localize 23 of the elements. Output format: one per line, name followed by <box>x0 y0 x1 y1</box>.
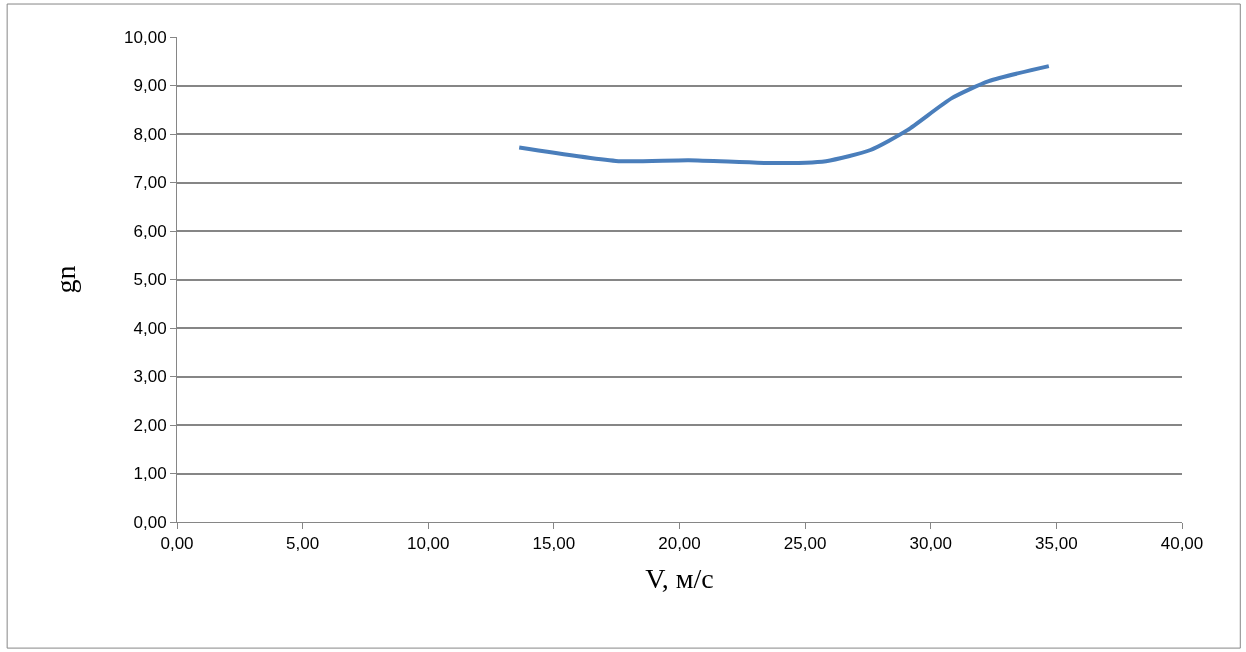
x-tick-label: 30,00 <box>909 534 953 554</box>
y-tick-label: 4,00 <box>133 318 167 338</box>
x-axis-title: V, м/с <box>645 562 714 594</box>
y-tick-label: 0,00 <box>133 512 167 532</box>
y-tick-label: 3,00 <box>133 367 167 387</box>
y-tick-label: 6,00 <box>133 221 167 241</box>
x-tick-label: 5,00 <box>286 534 320 554</box>
line-series <box>517 64 1051 166</box>
y-axis-title: gn <box>49 265 81 294</box>
y-tick-label: 2,00 <box>133 415 167 435</box>
x-tick-label: 25,00 <box>783 534 827 554</box>
x-tick-label: 35,00 <box>1035 534 1078 554</box>
y-tick-label: 7,00 <box>133 173 167 193</box>
y-tick-label: 10,00 <box>124 27 167 47</box>
x-tick-label: 15,00 <box>532 534 576 554</box>
x-tick-label: 40,00 <box>1160 534 1204 554</box>
x-tick-label: 10,00 <box>406 534 450 554</box>
y-tick-label: 1,00 <box>133 464 167 484</box>
x-tick-label: 20,00 <box>658 534 701 554</box>
x-tick-label: 0,00 <box>160 534 194 554</box>
y-tick-label: 5,00 <box>133 270 167 290</box>
y-tick-label: 8,00 <box>133 124 167 144</box>
y-tick-label: 9,00 <box>133 76 167 96</box>
